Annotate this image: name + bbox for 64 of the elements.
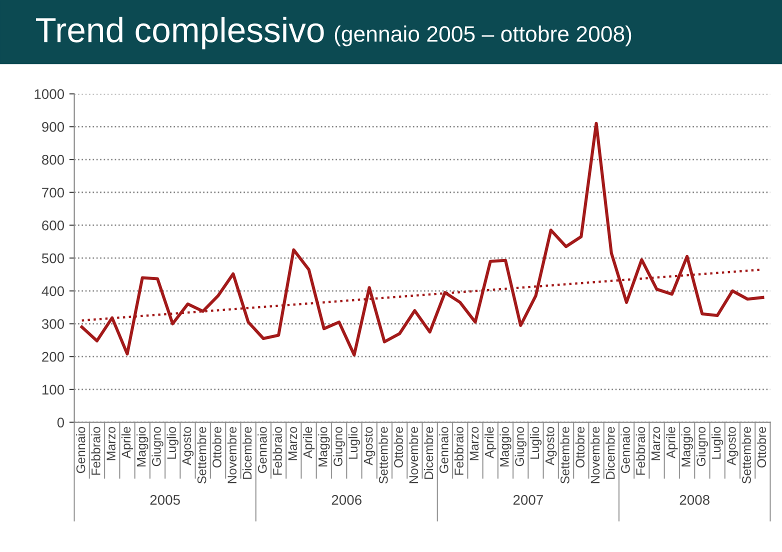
line-series	[80, 122, 764, 356]
x-tick-label: Settembre	[197, 427, 206, 484]
x-tick-label: Settembre	[378, 427, 388, 484]
x-tick-label: Aprile	[302, 427, 315, 458]
x-tick-label: Luglio	[530, 426, 542, 459]
x-tick-label: Ottobre	[394, 427, 403, 468]
y-tick-label: 500	[42, 253, 64, 264]
x-tick-label: Aprile	[666, 427, 678, 458]
text: 2007	[513, 495, 543, 505]
x-tick-label: Marzo	[288, 426, 298, 460]
x-tick-label: Giugno	[514, 426, 526, 466]
x-tick-label: Luglio	[166, 426, 178, 459]
x-tick-label: Luglio	[348, 426, 360, 459]
x-tick-label: Gennaio	[258, 426, 267, 474]
x-tick-label: Novembre	[408, 427, 418, 484]
x-tick-label: Gennaio	[620, 426, 630, 474]
y-tick-label: 1000	[34, 89, 64, 100]
x-tick-label: Marzo	[651, 426, 660, 460]
x-tick-label: Giugno	[152, 426, 164, 466]
y-tick-label: 100	[42, 384, 64, 395]
y-tick-label: 800	[42, 154, 64, 165]
x-tick-label: Giugno	[333, 426, 345, 466]
x-tick-label: Febbraio	[91, 426, 100, 475]
x-tick-label: Maggio	[318, 426, 330, 466]
x-tick-label: Novembre	[227, 427, 237, 484]
x-tick-label: Agosto	[546, 426, 557, 466]
x-tick-label: Ottobre	[756, 427, 766, 468]
text: 2008	[680, 495, 710, 505]
x-tick-label: Aprile	[484, 427, 496, 458]
chart-subtitle: (gennaio 2005 – ottobre 2008)	[334, 26, 632, 46]
x-tick-label: Maggio	[136, 426, 148, 466]
x-tick-label: Maggio	[500, 426, 512, 466]
x-tick-label: Gennaio	[439, 426, 448, 474]
chart-title: Trend complessivo	[36, 16, 324, 50]
x-tick-label: Agosto	[727, 426, 738, 466]
y-tick-label: 300	[42, 319, 64, 329]
text: 2006	[332, 495, 362, 505]
x-tick-label: Febbraio	[454, 426, 464, 475]
y-tick-label: 700	[42, 188, 64, 198]
x-tick-label: Dicembre	[606, 427, 615, 479]
x-tick-label: Settembre	[742, 427, 751, 484]
x-tick-label: Giugno	[696, 426, 708, 466]
x-tick-label: Agosto	[364, 426, 376, 466]
y-tick-label: 900	[42, 122, 64, 132]
x-tick-label: Maggio	[681, 426, 693, 466]
x-tick-label: Luglio	[711, 426, 724, 459]
x-tick-label: Dicembre	[424, 427, 434, 479]
x-tick-label: Marzo	[470, 426, 479, 460]
x-tick-label: Novembre	[590, 427, 600, 484]
x-tick-label: Ottobre	[212, 427, 222, 468]
x-tick-label: Settembre	[560, 427, 570, 484]
y-tick-label: 400	[42, 286, 64, 296]
text: 2005	[150, 495, 180, 505]
y-tick-label: 0	[57, 418, 64, 428]
x-tick-label: Febbraio	[272, 426, 282, 475]
y-tick-label: 200	[42, 352, 64, 362]
x-tick-label: Dicembre	[242, 427, 252, 479]
x-tick-label: Aprile	[121, 427, 134, 458]
y-tick-label: 600	[42, 220, 64, 230]
x-tick-label: Marzo	[106, 426, 116, 460]
x-tick-label: Agosto	[182, 426, 194, 466]
x-tick-label: Febbraio	[636, 426, 646, 475]
x-tick-label: Gennaio	[76, 426, 86, 474]
x-tick-label: Ottobre	[575, 427, 584, 468]
